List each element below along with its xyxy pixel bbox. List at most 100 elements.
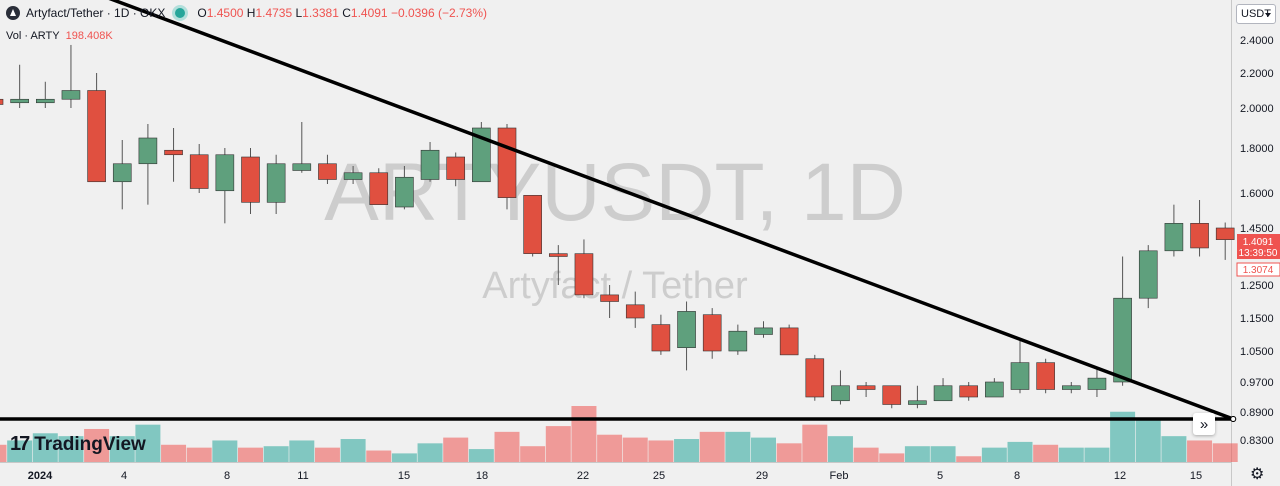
volume-bars xyxy=(0,406,1238,462)
price-tick-label: 0.8900 xyxy=(1240,407,1274,419)
candle-body xyxy=(754,327,773,335)
candle-body xyxy=(112,163,132,183)
close-value: 1.4091 xyxy=(350,6,388,20)
volume-bar xyxy=(520,446,546,462)
scroll-to-realtime-button[interactable]: » xyxy=(1193,413,1215,435)
volume-bar xyxy=(84,428,110,462)
volume-bar xyxy=(1007,441,1033,462)
volume-bar xyxy=(776,443,802,462)
tradingview-logo[interactable]: 17 TradingView xyxy=(10,433,146,456)
double-chevron-right-icon: » xyxy=(1199,415,1209,433)
currency-selector[interactable]: USDT xyxy=(1236,4,1276,24)
time-tick-label: 12 xyxy=(1114,470,1126,482)
time-tick-label: 25 xyxy=(653,470,665,482)
time-tick-label: 2024 xyxy=(28,470,53,482)
candle-body xyxy=(779,327,799,356)
candle-body xyxy=(497,127,517,198)
volume-bar xyxy=(366,450,392,462)
candle-body xyxy=(523,195,542,254)
trendlines[interactable] xyxy=(0,0,1237,422)
volume-bar xyxy=(674,439,700,462)
time-tick-label: 8 xyxy=(1014,470,1020,482)
price-tick-label: 1.1500 xyxy=(1240,313,1274,325)
volume-bar xyxy=(238,447,263,462)
volume-bar xyxy=(0,444,7,462)
change-value: −0.0396 (−2.73%) xyxy=(390,6,488,20)
time-tick-label: 22 xyxy=(577,470,589,482)
volume-bar xyxy=(1058,447,1084,462)
time-tick-label: 29 xyxy=(756,470,768,482)
low-value: 1.3381 xyxy=(302,6,339,20)
volume-bar xyxy=(1135,420,1161,462)
time-axis[interactable]: 2024 4 8 11 15 18 22 25 29 Feb 5 8 12 15 xyxy=(28,470,1202,482)
candle-body xyxy=(10,98,29,104)
time-tick-label: 18 xyxy=(476,470,488,482)
candle-body xyxy=(395,176,414,208)
price-tick-label: 1.6000 xyxy=(1240,188,1274,200)
volume-bar xyxy=(1161,436,1187,462)
price-tick-label: 2.2000 xyxy=(1240,68,1274,80)
secondary-price-label: 1.3074 xyxy=(1243,265,1274,276)
candle-body xyxy=(369,172,389,205)
volume-bar xyxy=(1033,444,1059,462)
volume-bar xyxy=(443,437,469,462)
descending-resistance-trendline xyxy=(108,0,1234,421)
candle-body xyxy=(677,311,696,348)
candle-body xyxy=(574,253,594,296)
candle-body xyxy=(35,98,55,104)
volume-bar xyxy=(263,446,289,462)
volume-bar xyxy=(109,436,135,462)
price-tick-label: 1.2500 xyxy=(1240,280,1274,292)
volume-bar xyxy=(494,431,520,462)
volume-bar xyxy=(212,440,238,462)
candle-body xyxy=(1164,223,1184,252)
symbol-title[interactable]: Artyfact/Tether · 1D · OKX xyxy=(26,6,166,20)
candle-body xyxy=(164,149,183,156)
candle-body xyxy=(0,98,4,105)
candle-body xyxy=(1138,250,1158,299)
candle-body xyxy=(215,154,235,192)
candle-body xyxy=(651,324,671,352)
candle-body xyxy=(1036,362,1055,390)
candle-body xyxy=(548,253,568,257)
volume-bar xyxy=(827,436,853,462)
volume-bar xyxy=(571,406,597,462)
price-axis[interactable]: 2.4000 2.2000 2.0000 1.8000 1.6000 1.4500 1.25… xyxy=(1240,35,1274,447)
candle-body xyxy=(420,149,440,180)
time-tick-label: Feb xyxy=(830,470,849,482)
bar-countdown-label: 13:39:50 xyxy=(1239,248,1278,259)
symbol-legend[interactable]: Artyfact/Tether · 1D · OKX O1.4500 H1.47… xyxy=(6,6,487,20)
price-tick-label: 1.0500 xyxy=(1240,346,1274,358)
volume-bar xyxy=(468,449,494,462)
last-price-label: 1.4091 xyxy=(1243,237,1274,248)
volume-bar xyxy=(161,444,187,462)
volume-bar xyxy=(853,447,879,462)
candle-body xyxy=(446,156,466,180)
candle-body xyxy=(1190,223,1209,249)
tradingview-icon: 17 xyxy=(10,433,30,455)
gear-icon[interactable]: ⚙ xyxy=(1250,466,1265,483)
candle-body xyxy=(805,358,825,398)
volume-bar xyxy=(545,426,571,462)
candle-body xyxy=(1113,297,1132,383)
volume-bar xyxy=(32,433,58,462)
volume-label: Vol · ARTY xyxy=(6,30,60,42)
volume-bar xyxy=(1212,443,1238,462)
candle-body xyxy=(1062,385,1081,390)
candle-body xyxy=(472,127,491,183)
candles xyxy=(0,44,1235,409)
volume-bar xyxy=(622,437,648,462)
volume-legend[interactable]: Vol · ARTY 198.408K xyxy=(6,30,113,42)
time-tick-label: 8 xyxy=(224,470,230,482)
volume-value: 198.408K xyxy=(65,30,113,42)
high-value: 1.4735 xyxy=(255,6,293,20)
volume-bar xyxy=(879,453,905,462)
volume-bar xyxy=(904,446,930,462)
artyfact-logo-icon xyxy=(6,6,20,20)
volume-bar xyxy=(597,434,623,462)
trendline-handle xyxy=(1230,416,1237,422)
candle-body xyxy=(87,90,106,183)
volume-bar xyxy=(930,446,956,462)
